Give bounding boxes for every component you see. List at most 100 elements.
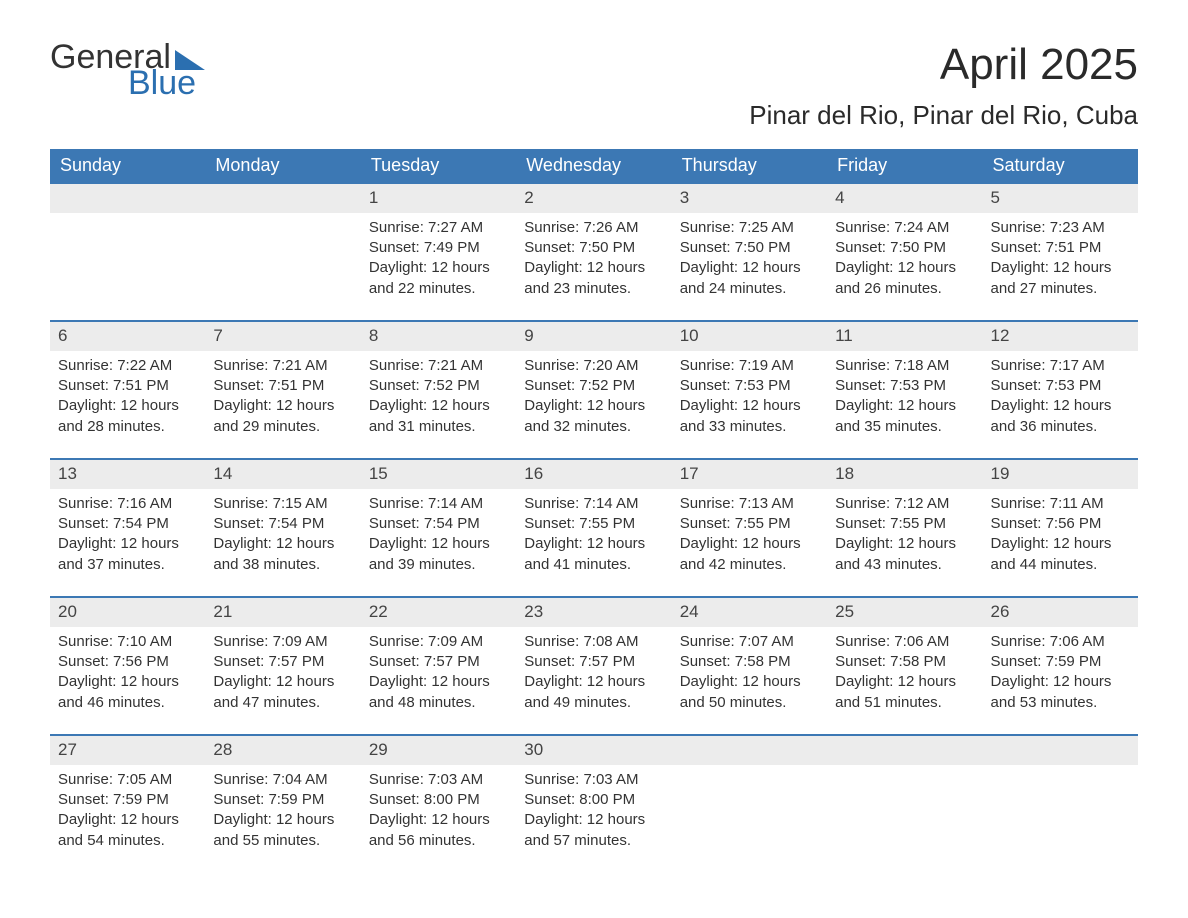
sunrise-line: Sunrise: 7:10 AM	[58, 632, 197, 652]
sunrise-line: Sunrise: 7:05 AM	[58, 770, 197, 790]
sunrise-line: Sunrise: 7:18 AM	[835, 356, 974, 376]
column-header: Friday	[827, 149, 982, 182]
day-number: 14	[205, 460, 360, 490]
calendar-day-cell: 9Sunrise: 7:20 AMSunset: 7:52 PMDaylight…	[516, 322, 671, 458]
sunset-line: Sunset: 7:56 PM	[991, 514, 1130, 534]
sunrise-line: Sunrise: 7:20 AM	[524, 356, 663, 376]
sunset-line: Sunset: 7:58 PM	[835, 652, 974, 672]
sunrise-line: Sunrise: 7:11 AM	[991, 494, 1130, 514]
day-details: Sunrise: 7:06 AMSunset: 7:59 PMDaylight:…	[983, 628, 1138, 721]
calendar-day-cell: 3Sunrise: 7:25 AMSunset: 7:50 PMDaylight…	[672, 184, 827, 320]
day-details: Sunrise: 7:09 AMSunset: 7:57 PMDaylight:…	[205, 628, 360, 721]
sunrise-line: Sunrise: 7:14 AM	[369, 494, 508, 514]
sunset-line: Sunset: 7:50 PM	[524, 238, 663, 258]
day-details: Sunrise: 7:22 AMSunset: 7:51 PMDaylight:…	[50, 352, 205, 445]
logo-word-blue: Blue	[128, 66, 205, 100]
sunrise-line: Sunrise: 7:22 AM	[58, 356, 197, 376]
sunrise-line: Sunrise: 7:09 AM	[213, 632, 352, 652]
calendar-day-cell: 21Sunrise: 7:09 AMSunset: 7:57 PMDayligh…	[205, 598, 360, 734]
day-details: Sunrise: 7:04 AMSunset: 7:59 PMDaylight:…	[205, 766, 360, 859]
sunrise-line: Sunrise: 7:06 AM	[991, 632, 1130, 652]
daylight-line: Daylight: 12 hours and 39 minutes.	[369, 534, 508, 575]
sunset-line: Sunset: 7:59 PM	[991, 652, 1130, 672]
calendar-day-cell: 5Sunrise: 7:23 AMSunset: 7:51 PMDaylight…	[983, 184, 1138, 320]
daylight-line: Daylight: 12 hours and 26 minutes.	[835, 258, 974, 299]
calendar-week-row: 13Sunrise: 7:16 AMSunset: 7:54 PMDayligh…	[50, 458, 1138, 596]
calendar-day-cell	[827, 736, 982, 872]
day-details: Sunrise: 7:15 AMSunset: 7:54 PMDaylight:…	[205, 490, 360, 583]
daylight-line: Daylight: 12 hours and 47 minutes.	[213, 672, 352, 713]
day-details: Sunrise: 7:17 AMSunset: 7:53 PMDaylight:…	[983, 352, 1138, 445]
calendar-day-cell: 6Sunrise: 7:22 AMSunset: 7:51 PMDaylight…	[50, 322, 205, 458]
day-number: 22	[361, 598, 516, 628]
column-header: Sunday	[50, 149, 205, 182]
sunrise-line: Sunrise: 7:21 AM	[213, 356, 352, 376]
column-header: Monday	[205, 149, 360, 182]
daylight-line: Daylight: 12 hours and 49 minutes.	[524, 672, 663, 713]
sunrise-line: Sunrise: 7:04 AM	[213, 770, 352, 790]
sunrise-line: Sunrise: 7:12 AM	[835, 494, 974, 514]
day-number: 16	[516, 460, 671, 490]
sunset-line: Sunset: 7:53 PM	[991, 376, 1130, 396]
calendar-day-cell	[205, 184, 360, 320]
calendar-day-cell: 18Sunrise: 7:12 AMSunset: 7:55 PMDayligh…	[827, 460, 982, 596]
day-details: Sunrise: 7:13 AMSunset: 7:55 PMDaylight:…	[672, 490, 827, 583]
sunrise-line: Sunrise: 7:13 AM	[680, 494, 819, 514]
calendar-day-cell: 27Sunrise: 7:05 AMSunset: 7:59 PMDayligh…	[50, 736, 205, 872]
day-number: 27	[50, 736, 205, 766]
daylight-line: Daylight: 12 hours and 24 minutes.	[680, 258, 819, 299]
sunset-line: Sunset: 7:55 PM	[524, 514, 663, 534]
day-number: 20	[50, 598, 205, 628]
daylight-line: Daylight: 12 hours and 53 minutes.	[991, 672, 1130, 713]
daylight-line: Daylight: 12 hours and 27 minutes.	[991, 258, 1130, 299]
sunset-line: Sunset: 7:53 PM	[680, 376, 819, 396]
daylight-line: Daylight: 12 hours and 57 minutes.	[524, 810, 663, 851]
column-header: Saturday	[983, 149, 1138, 182]
daylight-line: Daylight: 12 hours and 55 minutes.	[213, 810, 352, 851]
calendar-day-cell: 28Sunrise: 7:04 AMSunset: 7:59 PMDayligh…	[205, 736, 360, 872]
day-details: Sunrise: 7:11 AMSunset: 7:56 PMDaylight:…	[983, 490, 1138, 583]
sunset-line: Sunset: 7:49 PM	[369, 238, 508, 258]
daylight-line: Daylight: 12 hours and 54 minutes.	[58, 810, 197, 851]
calendar-day-cell	[672, 736, 827, 872]
calendar-week-row: 6Sunrise: 7:22 AMSunset: 7:51 PMDaylight…	[50, 320, 1138, 458]
sunrise-line: Sunrise: 7:27 AM	[369, 218, 508, 238]
daylight-line: Daylight: 12 hours and 31 minutes.	[369, 396, 508, 437]
day-details: Sunrise: 7:21 AMSunset: 7:51 PMDaylight:…	[205, 352, 360, 445]
sunset-line: Sunset: 7:54 PM	[369, 514, 508, 534]
daylight-line: Daylight: 12 hours and 41 minutes.	[524, 534, 663, 575]
sunrise-line: Sunrise: 7:24 AM	[835, 218, 974, 238]
day-details: Sunrise: 7:20 AMSunset: 7:52 PMDaylight:…	[516, 352, 671, 445]
sunset-line: Sunset: 7:54 PM	[213, 514, 352, 534]
day-details: Sunrise: 7:12 AMSunset: 7:55 PMDaylight:…	[827, 490, 982, 583]
sunset-line: Sunset: 7:57 PM	[369, 652, 508, 672]
calendar-day-cell: 30Sunrise: 7:03 AMSunset: 8:00 PMDayligh…	[516, 736, 671, 872]
sunset-line: Sunset: 7:55 PM	[835, 514, 974, 534]
column-header: Thursday	[672, 149, 827, 182]
day-number: 29	[361, 736, 516, 766]
day-number: 8	[361, 322, 516, 352]
day-details: Sunrise: 7:23 AMSunset: 7:51 PMDaylight:…	[983, 214, 1138, 307]
calendar-header-row: SundayMondayTuesdayWednesdayThursdayFrid…	[50, 149, 1138, 182]
day-number: 23	[516, 598, 671, 628]
day-details: Sunrise: 7:06 AMSunset: 7:58 PMDaylight:…	[827, 628, 982, 721]
sunrise-line: Sunrise: 7:03 AM	[524, 770, 663, 790]
logo: General Blue	[50, 40, 205, 100]
sunset-line: Sunset: 7:52 PM	[524, 376, 663, 396]
daylight-line: Daylight: 12 hours and 42 minutes.	[680, 534, 819, 575]
calendar-day-cell: 2Sunrise: 7:26 AMSunset: 7:50 PMDaylight…	[516, 184, 671, 320]
daylight-line: Daylight: 12 hours and 50 minutes.	[680, 672, 819, 713]
calendar-day-cell: 26Sunrise: 7:06 AMSunset: 7:59 PMDayligh…	[983, 598, 1138, 734]
calendar-day-cell: 4Sunrise: 7:24 AMSunset: 7:50 PMDaylight…	[827, 184, 982, 320]
sunrise-line: Sunrise: 7:09 AM	[369, 632, 508, 652]
day-number	[672, 736, 827, 766]
calendar-day-cell: 7Sunrise: 7:21 AMSunset: 7:51 PMDaylight…	[205, 322, 360, 458]
day-details: Sunrise: 7:14 AMSunset: 7:55 PMDaylight:…	[516, 490, 671, 583]
column-header: Tuesday	[361, 149, 516, 182]
day-number: 13	[50, 460, 205, 490]
calendar-day-cell: 20Sunrise: 7:10 AMSunset: 7:56 PMDayligh…	[50, 598, 205, 734]
sunrise-line: Sunrise: 7:19 AM	[680, 356, 819, 376]
day-number	[983, 736, 1138, 766]
day-number: 24	[672, 598, 827, 628]
logo-flag-icon	[175, 50, 205, 70]
